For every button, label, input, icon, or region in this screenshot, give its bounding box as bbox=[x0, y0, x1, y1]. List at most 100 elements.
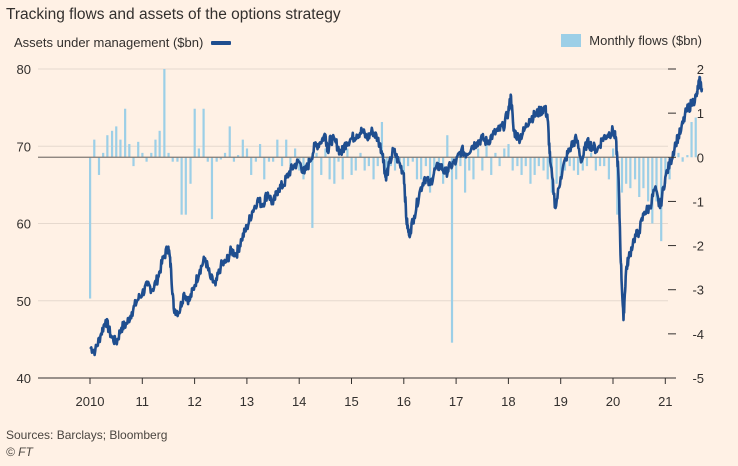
chart-title: Tracking flows and assets of the options… bbox=[6, 6, 341, 23]
flow-bar bbox=[607, 157, 611, 180]
flow-bar bbox=[576, 157, 580, 175]
flow-bar bbox=[245, 148, 249, 158]
flow-bar bbox=[141, 152, 144, 158]
flow-bar bbox=[350, 157, 353, 175]
flow-bar bbox=[380, 121, 384, 158]
legend-bar-swatch bbox=[561, 34, 582, 47]
flow-bar bbox=[176, 157, 179, 162]
flow-bar bbox=[150, 152, 153, 158]
flow-bar bbox=[193, 108, 196, 158]
flow-bar bbox=[563, 157, 567, 171]
flow-bar bbox=[294, 148, 297, 158]
flow-bar bbox=[463, 157, 467, 193]
flow-bar bbox=[642, 157, 645, 189]
x-tick-label: 18 bbox=[501, 394, 515, 409]
flow-bar bbox=[494, 152, 497, 158]
legend-flows-label: Monthly flows ($bn) bbox=[589, 33, 702, 48]
flow-bar bbox=[206, 157, 209, 162]
flow-bar bbox=[481, 157, 484, 171]
aum-line bbox=[89, 75, 704, 357]
flow-bar bbox=[180, 157, 183, 215]
flow-bar bbox=[559, 157, 562, 180]
flow-bar bbox=[694, 117, 697, 158]
flow-bar bbox=[633, 157, 637, 180]
flow-bar bbox=[677, 152, 680, 158]
flow-bar bbox=[359, 152, 362, 158]
flow-bar bbox=[254, 157, 257, 162]
flow-bars bbox=[89, 69, 697, 343]
flow-bar bbox=[89, 157, 92, 299]
flow-bar bbox=[289, 157, 292, 167]
flow-bar bbox=[237, 155, 240, 158]
flow-bar bbox=[524, 157, 527, 167]
source-note: Sources: Barclays; Bloomberg bbox=[6, 428, 168, 442]
flow-bar bbox=[477, 148, 480, 158]
flow-bar bbox=[402, 157, 405, 175]
y-left-tick-label: 60 bbox=[17, 217, 31, 232]
flow-bar bbox=[272, 157, 275, 162]
flow-bar bbox=[97, 157, 101, 175]
flow-bar bbox=[106, 135, 109, 158]
flow-bar bbox=[498, 157, 501, 167]
flow-bar bbox=[433, 157, 436, 171]
flow-bar bbox=[568, 157, 571, 167]
x-tick-label: 14 bbox=[292, 394, 306, 409]
flow-bar bbox=[503, 148, 506, 158]
flow-bar bbox=[612, 148, 615, 158]
flow-bar bbox=[533, 157, 536, 175]
flow-bar bbox=[629, 157, 632, 189]
x-tick-label: 17 bbox=[449, 394, 463, 409]
y-left-tick-label: 70 bbox=[17, 139, 31, 154]
x-tick-label: 2010 bbox=[76, 394, 105, 409]
grid bbox=[38, 68, 668, 379]
flow-bar bbox=[119, 139, 122, 158]
y-right-tick-label: -1 bbox=[692, 194, 704, 209]
flow-bar bbox=[102, 152, 105, 158]
flow-bar bbox=[511, 157, 514, 171]
flow-bar bbox=[263, 157, 266, 180]
y-right-tick-label: 2 bbox=[697, 62, 704, 77]
flow-bar bbox=[459, 157, 462, 167]
flow-bar bbox=[210, 157, 214, 220]
flow-bar bbox=[647, 157, 650, 202]
flow-bar bbox=[128, 144, 131, 158]
flow-bar bbox=[189, 157, 192, 184]
flow-bar bbox=[655, 157, 658, 202]
flow-bar bbox=[437, 157, 441, 167]
flow-bar bbox=[184, 157, 187, 215]
flow-bar bbox=[328, 157, 331, 180]
flow-bar bbox=[223, 152, 227, 158]
flow-bar bbox=[594, 157, 597, 171]
flow-bar bbox=[145, 157, 148, 162]
flow-bar bbox=[520, 157, 523, 175]
x-tick-label: 21 bbox=[658, 394, 672, 409]
y-left-tick-label: 50 bbox=[17, 294, 31, 309]
flow-bar bbox=[420, 157, 423, 180]
x-tick-label: 15 bbox=[344, 394, 358, 409]
flow-bar bbox=[320, 157, 323, 175]
flow-bar bbox=[542, 157, 545, 171]
flow-bar bbox=[598, 157, 602, 167]
flow-bar bbox=[485, 144, 488, 158]
flow-bar bbox=[354, 157, 357, 171]
flow-bar bbox=[280, 157, 284, 167]
flow-bar bbox=[163, 69, 166, 158]
flow-bar bbox=[372, 157, 375, 180]
flow-bar bbox=[555, 157, 558, 184]
flow-bar bbox=[681, 157, 684, 162]
flow-bar bbox=[616, 157, 619, 215]
flow-bar bbox=[638, 157, 641, 198]
flow-bar bbox=[585, 157, 589, 167]
flow-bar bbox=[258, 144, 262, 158]
flow-bar bbox=[507, 144, 510, 158]
y-right-tick-label: -4 bbox=[692, 327, 704, 342]
flow-bar bbox=[406, 157, 410, 167]
y-right-tick-label: -5 bbox=[692, 371, 704, 386]
y-right-tick-label: 1 bbox=[697, 106, 704, 121]
flow-bar bbox=[455, 157, 458, 180]
flow-bar bbox=[367, 157, 370, 167]
flow-bar bbox=[411, 157, 414, 162]
flow-bar bbox=[197, 148, 200, 158]
x-tick-label: 12 bbox=[187, 394, 201, 409]
flow-bar bbox=[276, 139, 279, 158]
